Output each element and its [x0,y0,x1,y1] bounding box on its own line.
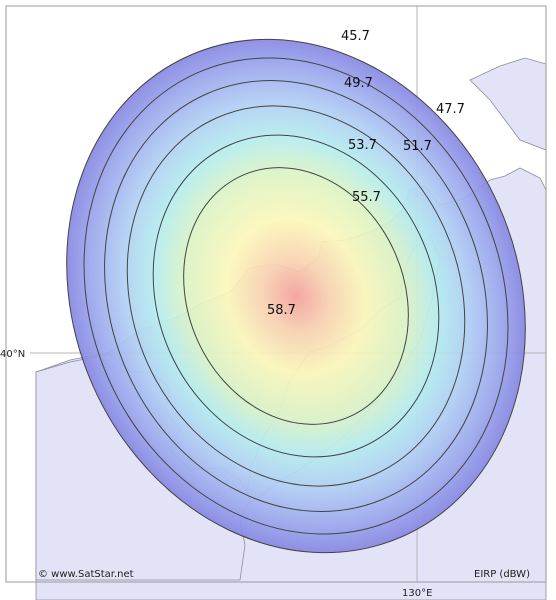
units-label: EIRP (dBW) [474,569,530,580]
contour-55-7 [183,167,409,425]
contour-label-47-7: 47.7 [436,102,465,117]
contour-label-53-7: 53.7 [348,138,377,153]
contour-49-7 [104,80,488,512]
contour-label-51-7: 51.7 [403,139,432,154]
contour-label-49-7: 49.7 [344,76,373,91]
contour-label-55-7: 55.7 [352,190,381,205]
contour-51-7 [126,105,466,487]
copyright-label: © www.SatStar.net [38,569,134,580]
latitude-label: 40°N [0,349,25,360]
contour-53-7 [152,134,440,458]
longitude-label: 130°E [402,588,432,599]
map-border [5,5,547,583]
contour-47-7 [83,57,509,535]
contour-label-peak: 58.7 [267,303,296,318]
contour-label-45-7: 45.7 [341,29,370,44]
